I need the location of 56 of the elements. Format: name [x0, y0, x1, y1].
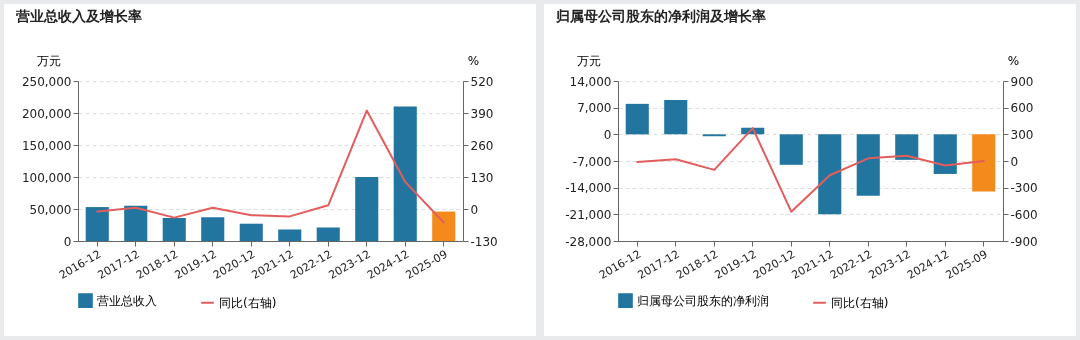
- bar: [432, 211, 456, 241]
- legend-label: 营业总收入: [97, 293, 157, 308]
- bar: [85, 207, 109, 241]
- y-axis-title: 万元: [576, 53, 601, 68]
- y2-tick-label: 0: [1010, 154, 1019, 169]
- y2-tick-label: -300: [1010, 181, 1038, 196]
- y2-axis-title: %: [1007, 53, 1020, 68]
- bar: [162, 217, 186, 241]
- line-series: [636, 127, 985, 213]
- bar: [933, 134, 957, 174]
- y-tick-label: 200,000: [21, 106, 72, 121]
- y-tick-label: 50,000: [29, 202, 72, 217]
- bar: [664, 100, 688, 135]
- bar: [278, 229, 302, 241]
- y-tick-label: -7,000: [572, 154, 612, 169]
- y2-tick-label: -600: [1010, 207, 1038, 222]
- bar: [818, 134, 842, 215]
- bar: [625, 103, 649, 135]
- bar: [895, 134, 919, 160]
- y2-tick-label: -900: [1010, 234, 1038, 249]
- bar: [393, 106, 417, 241]
- bar: [239, 223, 263, 241]
- y-tick-label: -21,000: [565, 207, 612, 222]
- chart-title: 归属母公司股东的净利润及增长率: [555, 8, 766, 24]
- bar: [856, 134, 880, 196]
- bar: [201, 217, 225, 241]
- legend-label: 同比(右轴): [831, 295, 889, 310]
- chart-title: 营业总收入及增长率: [15, 8, 142, 24]
- y-tick-label: 150,000: [21, 138, 72, 153]
- y-tick-label: 250,000: [21, 74, 72, 89]
- y2-tick-label: 900: [1010, 74, 1034, 89]
- y-tick-label: -28,000: [565, 234, 612, 249]
- line-series: [96, 109, 445, 224]
- y-tick-label: 0: [63, 234, 72, 249]
- legend-label: 同比(右轴): [219, 295, 277, 310]
- y2-tick-label: 0: [470, 202, 479, 217]
- bar: [316, 227, 340, 241]
- y2-tick-label: -130: [470, 234, 498, 249]
- y-tick-label: -14,000: [565, 181, 612, 196]
- y-tick-label: 14,000: [569, 74, 612, 89]
- y-tick-label: 100,000: [21, 170, 72, 185]
- y2-tick-label: 260: [470, 138, 494, 153]
- bar: [972, 134, 996, 192]
- y-tick-label: 7,000: [577, 101, 612, 116]
- y2-tick-label: 300: [1010, 127, 1034, 142]
- y-axis-title: 万元: [36, 53, 61, 68]
- bar: [124, 205, 148, 241]
- y-tick-label: 0: [603, 127, 612, 142]
- y2-tick-label: 390: [470, 106, 494, 121]
- y2-axis-title: %: [467, 53, 480, 68]
- y2-tick-label: 600: [1010, 101, 1034, 116]
- y2-tick-label: 130: [470, 170, 494, 185]
- bar: [355, 177, 379, 241]
- bar: [779, 134, 803, 165]
- y2-tick-label: 520: [470, 74, 494, 89]
- legend-label: 归属母公司股东的净利润: [637, 293, 769, 308]
